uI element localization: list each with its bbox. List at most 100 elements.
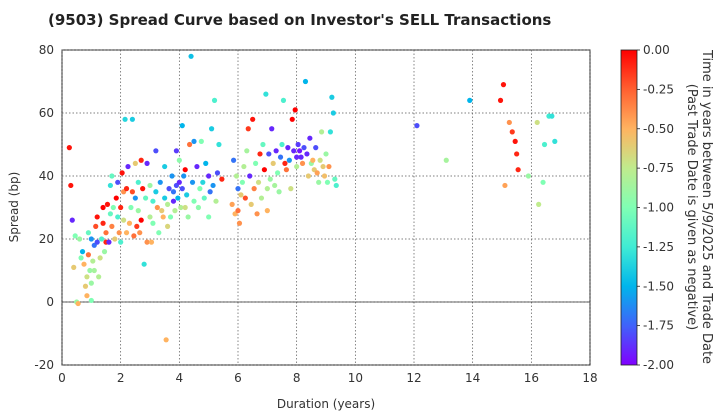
colorbar-tick-label: -1.00 bbox=[643, 201, 674, 215]
data-point bbox=[154, 204, 160, 211]
data-point bbox=[141, 261, 147, 267]
data-point bbox=[236, 220, 243, 226]
data-point bbox=[297, 148, 303, 154]
data-point bbox=[332, 176, 338, 182]
data-point bbox=[329, 94, 335, 100]
data-point bbox=[200, 179, 206, 185]
data-point bbox=[275, 170, 281, 176]
data-point bbox=[97, 255, 103, 261]
data-point bbox=[289, 116, 295, 122]
y-tick-labels: -20 0 20 40 60 80 bbox=[34, 43, 54, 372]
data-point bbox=[123, 230, 130, 236]
data-point bbox=[176, 179, 182, 185]
data-point bbox=[176, 157, 182, 163]
data-point bbox=[207, 189, 213, 195]
data-point bbox=[185, 214, 191, 220]
data-point bbox=[299, 160, 306, 166]
data-point bbox=[94, 214, 100, 220]
data-point bbox=[72, 233, 78, 239]
data-point bbox=[143, 195, 149, 201]
data-point bbox=[233, 173, 240, 179]
data-point bbox=[90, 258, 96, 264]
scatter-points bbox=[66, 53, 558, 343]
data-point bbox=[213, 198, 219, 204]
data-point bbox=[163, 337, 169, 343]
data-point bbox=[251, 186, 257, 192]
data-point bbox=[317, 157, 323, 163]
data-point bbox=[113, 195, 119, 201]
data-point bbox=[302, 78, 309, 85]
data-point bbox=[134, 223, 140, 229]
data-point bbox=[88, 236, 94, 242]
data-point bbox=[285, 145, 291, 151]
data-point bbox=[282, 160, 288, 166]
data-point bbox=[509, 129, 515, 135]
data-point bbox=[206, 214, 212, 220]
x-axis-label: Duration (years) bbox=[277, 397, 375, 411]
data-point bbox=[68, 182, 74, 189]
data-point bbox=[195, 204, 201, 211]
data-point bbox=[267, 176, 273, 182]
y-axis-label: Spread (bp) bbox=[7, 172, 21, 243]
data-point bbox=[132, 195, 138, 201]
colorbar-tick-label: -0.50 bbox=[643, 122, 674, 136]
data-point bbox=[160, 214, 166, 220]
colorbar bbox=[620, 49, 638, 366]
data-point bbox=[118, 239, 124, 245]
x-tick-label: 12 bbox=[406, 371, 421, 385]
data-point bbox=[179, 186, 185, 192]
data-point bbox=[71, 264, 77, 270]
data-point bbox=[326, 163, 332, 170]
colorbar-tick-label: 0.00 bbox=[643, 43, 670, 57]
y-tick-label: 20 bbox=[39, 232, 54, 246]
data-point bbox=[100, 220, 106, 226]
data-point bbox=[167, 214, 174, 220]
data-point bbox=[279, 141, 285, 148]
data-point bbox=[272, 182, 278, 189]
data-point bbox=[112, 236, 118, 242]
data-point bbox=[229, 201, 235, 207]
data-point bbox=[263, 91, 269, 97]
data-point bbox=[147, 182, 153, 189]
data-point bbox=[525, 173, 532, 179]
data-point bbox=[216, 141, 222, 148]
data-point bbox=[320, 163, 326, 170]
data-point bbox=[175, 195, 181, 201]
data-point bbox=[316, 179, 322, 185]
data-point bbox=[85, 252, 91, 258]
data-point bbox=[178, 204, 184, 211]
data-point bbox=[104, 201, 111, 207]
y-tick-label: 60 bbox=[39, 106, 54, 120]
data-point bbox=[137, 230, 143, 236]
data-point bbox=[110, 204, 116, 211]
data-point bbox=[286, 157, 292, 163]
data-point bbox=[247, 173, 253, 179]
chart-title: (9503) Spread Curve based on Investor's … bbox=[48, 11, 551, 29]
data-point bbox=[235, 186, 241, 192]
data-point bbox=[99, 236, 105, 242]
data-point bbox=[294, 154, 300, 160]
colorbar-tick-label: -0.75 bbox=[643, 161, 674, 175]
colorbar-tick-label: -0.25 bbox=[643, 82, 674, 96]
data-point bbox=[85, 230, 91, 236]
y-tick-label: 80 bbox=[39, 43, 54, 57]
data-point bbox=[244, 148, 250, 154]
data-point bbox=[187, 141, 193, 148]
data-point bbox=[323, 151, 329, 157]
data-point bbox=[283, 167, 289, 173]
data-point bbox=[214, 170, 221, 176]
colorbar-label-line2: (Past Trade Date is given as negative) bbox=[684, 84, 699, 330]
data-point bbox=[211, 97, 218, 103]
data-point bbox=[258, 195, 265, 201]
data-point bbox=[182, 204, 188, 211]
data-point bbox=[497, 97, 504, 103]
data-point bbox=[75, 300, 81, 307]
data-point bbox=[128, 204, 134, 211]
colorbar-tick-label: -1.75 bbox=[643, 319, 674, 333]
data-point bbox=[552, 138, 558, 144]
data-point bbox=[140, 186, 146, 192]
x-tick-label: 4 bbox=[176, 371, 184, 385]
data-point bbox=[88, 297, 94, 304]
plot-area bbox=[61, 49, 591, 366]
data-point bbox=[280, 97, 287, 103]
